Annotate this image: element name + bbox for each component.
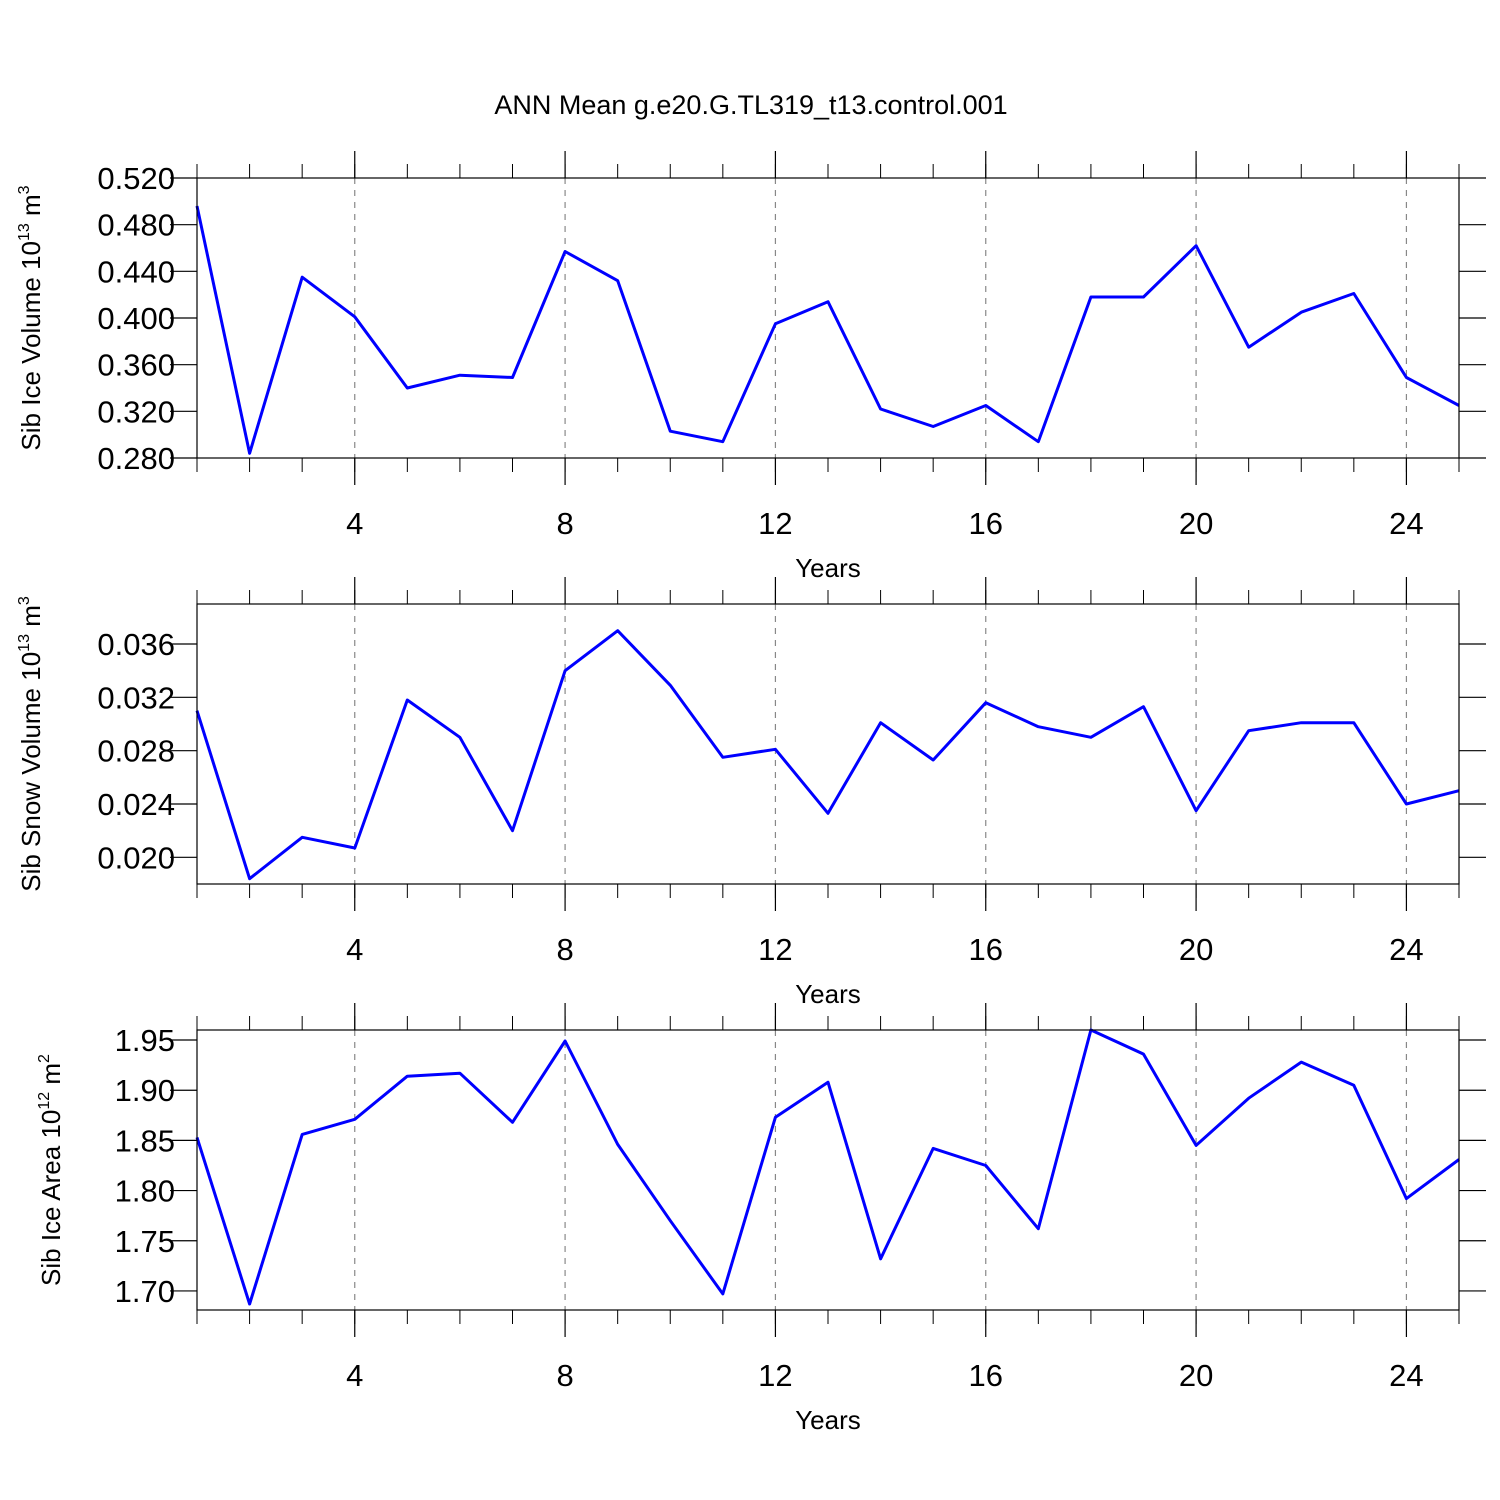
y-tick-label: 1.80 <box>115 1174 175 1209</box>
y-tick-label: 0.020 <box>97 840 175 875</box>
y-axis-label: Sib Ice Area 1012 m2 <box>36 1054 66 1286</box>
y-axis-label-exponent: 2 <box>36 1054 53 1063</box>
x-tick-label: 12 <box>758 932 792 967</box>
x-tick-label: 4 <box>346 1358 363 1393</box>
x-axis-label: Years <box>795 1405 861 1435</box>
y-tick-label: 1.95 <box>115 1023 175 1058</box>
x-tick-label: 12 <box>758 506 792 541</box>
y-axis-label-text: Sib Snow Volume 10 <box>16 652 46 892</box>
x-tick-label: 24 <box>1389 932 1423 967</box>
y-tick-label: 0.360 <box>97 348 175 383</box>
plot-frame <box>196 177 1460 459</box>
plot-frame <box>196 1029 1460 1311</box>
y-axis-label: Sib Snow Volume 1013 m3 <box>16 596 46 892</box>
x-tick-label: 8 <box>556 932 573 967</box>
y-tick-label: 0.320 <box>97 394 175 429</box>
y-tick-label: 1.90 <box>115 1073 175 1108</box>
chart-title: ANN Mean g.e20.G.TL319_t13.control.001 <box>494 90 1007 120</box>
data-line <box>195 1028 1460 1306</box>
y-axis-label-text: m <box>16 194 46 223</box>
y-tick-label: 0.440 <box>97 254 175 289</box>
x-tick-label: 4 <box>346 932 363 967</box>
y-tick-label: 1.85 <box>115 1123 175 1158</box>
y-tick-label: 0.028 <box>97 734 175 769</box>
x-tick-label: 16 <box>969 932 1003 967</box>
y-tick-label: 0.280 <box>97 441 175 476</box>
y-axis-label-exponent: 13 <box>16 223 33 241</box>
x-tick-label: 16 <box>969 1358 1003 1393</box>
x-axis-label: Years <box>795 553 861 583</box>
y-axis-label-text: m <box>36 1063 66 1092</box>
y-tick-label: 0.400 <box>97 301 175 336</box>
x-tick-label: 8 <box>556 506 573 541</box>
y-tick-label: 0.032 <box>97 680 175 715</box>
y-tick-label: 0.036 <box>97 627 175 662</box>
y-axis-label-exponent: 3 <box>16 596 33 605</box>
x-tick-label: 4 <box>346 506 363 541</box>
x-tick-label: 20 <box>1179 932 1213 967</box>
y-tick-label: 1.70 <box>115 1274 175 1309</box>
x-tick-label: 24 <box>1389 506 1423 541</box>
y-axis-label-text: Sib Ice Area 10 <box>36 1110 66 1286</box>
y-axis-label-exponent: 3 <box>16 185 33 194</box>
x-tick-label: 20 <box>1179 506 1213 541</box>
x-tick-label: 20 <box>1179 1358 1213 1393</box>
y-axis-label-text: Sib Ice Volume 10 <box>16 241 46 451</box>
x-tick-label: 24 <box>1389 1358 1423 1393</box>
x-axis-label: Years <box>795 979 861 1009</box>
y-tick-label: 1.75 <box>115 1224 175 1259</box>
x-tick-label: 12 <box>758 1358 792 1393</box>
y-tick-label: 0.024 <box>97 787 175 822</box>
y-axis-label-exponent: 13 <box>16 634 33 652</box>
plot-frame <box>196 603 1460 885</box>
data-line <box>195 205 1460 455</box>
x-tick-label: 16 <box>969 506 1003 541</box>
y-axis-label-exponent: 12 <box>36 1092 53 1110</box>
y-axis-label-text: m <box>16 605 46 634</box>
y-tick-label: 0.520 <box>97 161 175 196</box>
data-line <box>195 629 1460 881</box>
y-tick-label: 0.480 <box>97 208 175 243</box>
x-tick-label: 8 <box>556 1358 573 1393</box>
y-axis-label: Sib Ice Volume 1013 m3 <box>16 185 46 450</box>
